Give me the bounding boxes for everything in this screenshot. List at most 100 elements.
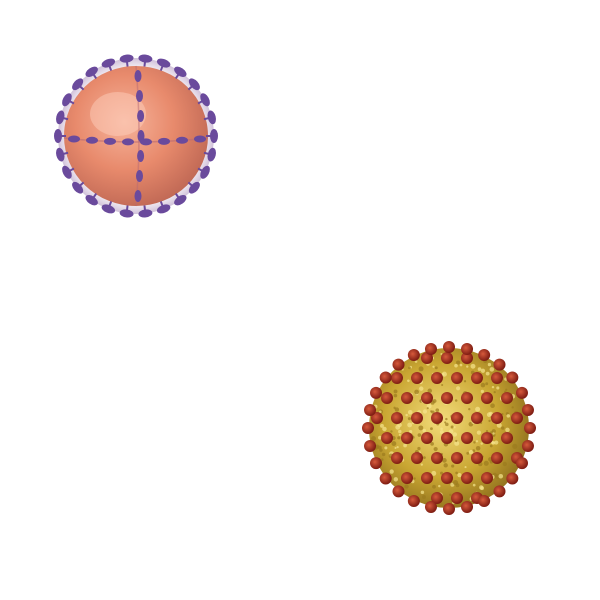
capsid-knob (441, 432, 453, 444)
capsid-knob (521, 440, 534, 453)
capsid-knob (431, 372, 443, 384)
virus-particle-gold-drawing (362, 341, 536, 515)
capsid-knob (371, 412, 383, 424)
spike-head (62, 93, 72, 107)
spike-head (85, 66, 98, 77)
capsid-knob (370, 386, 383, 399)
capsid-knob (421, 472, 433, 484)
capsid-knob (461, 343, 474, 356)
capsid-knob (451, 372, 463, 384)
capsid-knob (381, 432, 393, 444)
capsid-knob (491, 372, 503, 384)
capsid-knob (451, 412, 463, 424)
spike-head (72, 181, 84, 194)
capsid-knob (431, 412, 443, 424)
capsid-knob (493, 358, 506, 371)
capsid-body (369, 348, 529, 508)
capsid-knob (461, 472, 473, 484)
capsid-knob (421, 352, 433, 364)
spike-head (188, 78, 200, 91)
capsid-knob (493, 485, 506, 498)
spike-head (207, 147, 216, 162)
spike-head (101, 58, 116, 68)
capsid-knob (392, 358, 405, 371)
capsid-knob (370, 457, 383, 470)
virus-spikes (54, 54, 218, 218)
capsid-knob (424, 500, 437, 513)
spike-head (138, 54, 153, 63)
spike-head (86, 136, 98, 144)
capsid-knob (381, 392, 393, 404)
capsid-knob (461, 392, 473, 404)
capsid-knob (471, 412, 483, 424)
spike-head (137, 130, 145, 142)
spike-head (119, 54, 134, 63)
spike-head (62, 165, 72, 179)
spike-head (158, 137, 170, 145)
spike-head (174, 195, 187, 206)
capsid-knob (441, 392, 453, 404)
spike-head (137, 150, 145, 162)
capsid-knob (521, 403, 534, 416)
capsid-knob (515, 386, 528, 399)
capsid-knob (501, 432, 513, 444)
capsid-knobs (362, 341, 536, 515)
capsid-knob (401, 432, 413, 444)
capsid-knob (431, 492, 443, 504)
capsid-knob (451, 492, 463, 504)
capsid-knob (441, 352, 453, 364)
capsid-knob (411, 452, 423, 464)
capsid-knob (501, 392, 513, 404)
virus-highlight (90, 92, 146, 136)
capsid-knob (421, 392, 433, 404)
capsid-knob (379, 472, 392, 485)
virus-particle-pink (38, 42, 234, 226)
capsid-knob (524, 422, 536, 434)
capsid-knob (506, 371, 519, 384)
virus-equator-line (63, 137, 209, 143)
spike-head (56, 110, 65, 125)
capsid-knob (491, 412, 503, 424)
spike-head (194, 135, 206, 143)
capsid-knob (431, 452, 443, 464)
capsid-knob (471, 452, 483, 464)
spike-head (134, 190, 142, 202)
capsid-knob (407, 494, 420, 507)
capsid-knob (443, 341, 455, 353)
capsid-knob (391, 412, 403, 424)
capsid-knob (511, 412, 523, 424)
virus-body (64, 66, 208, 206)
capsid-knob (506, 472, 519, 485)
spike-head (72, 78, 84, 91)
capsid-knob (407, 349, 420, 362)
capsid-knob (421, 432, 433, 444)
capsid-knob (362, 422, 374, 434)
capsid-knob (391, 372, 403, 384)
spike-head (136, 170, 143, 182)
capsid-knob (461, 432, 473, 444)
capsid-knob (379, 371, 392, 384)
capsid-knob (481, 392, 493, 404)
spike-head (207, 110, 216, 125)
spike-head (54, 129, 62, 143)
capsid-knob (424, 343, 437, 356)
spike-head (122, 138, 134, 146)
capsid-knob (411, 372, 423, 384)
spike-head (56, 147, 65, 162)
spike-head (176, 136, 188, 144)
spike-head (137, 110, 145, 122)
capsid-knob (481, 432, 493, 444)
capsid-knob (478, 349, 491, 362)
virus-particle-pink-drawing (54, 54, 218, 218)
capsid-knob (391, 452, 403, 464)
spike-head (136, 90, 143, 102)
capsid-knob (401, 392, 413, 404)
capsid-knob (461, 500, 474, 513)
virus-particle-gold (352, 332, 546, 524)
spike-head (200, 93, 210, 107)
capsid-knob (443, 503, 455, 515)
spike-head (138, 209, 153, 218)
capsid-knob (471, 372, 483, 384)
spike-head (200, 165, 210, 179)
